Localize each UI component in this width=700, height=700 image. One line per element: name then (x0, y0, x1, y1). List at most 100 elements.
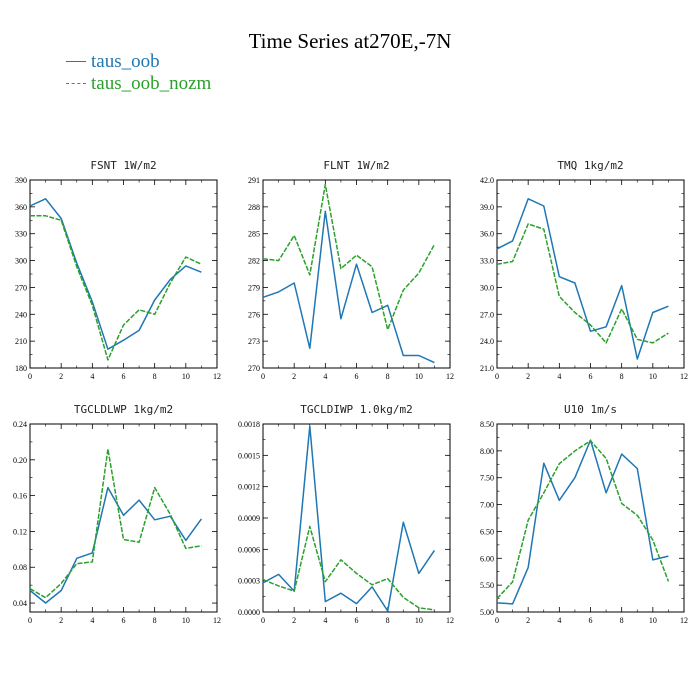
y-tick-label: 7.50 (480, 474, 494, 483)
y-tick-label: 330 (15, 230, 27, 239)
y-tick-label: 0.08 (13, 563, 27, 572)
y-tick-label: 5.00 (480, 608, 494, 617)
series-line-taus-oob-nozm (30, 215, 202, 361)
series-line-taus-oob (29, 198, 202, 350)
series-line-taus-oob (29, 486, 203, 604)
y-tick-label: 0.0003 (238, 577, 260, 586)
x-tick-label: 2 (292, 372, 296, 381)
y-tick-label: 0.24 (13, 420, 27, 429)
x-tick-label: 6 (589, 616, 593, 625)
y-tick-label: 390 (15, 176, 27, 185)
y-tick-label: 8.50 (480, 420, 494, 429)
legend-label-taus-oob: taus_oob (91, 51, 160, 72)
x-tick-label: 2 (59, 372, 63, 381)
plot-frame (29, 423, 218, 613)
y-tick-label: 282 (248, 257, 260, 266)
y-tick-label: 0.0018 (238, 420, 260, 429)
x-tick-label: 12 (446, 616, 454, 625)
x-tick-label: 12 (680, 372, 688, 381)
y-tick-label: 0.12 (13, 527, 27, 536)
series-line-taus-oob-nozm (262, 183, 436, 331)
x-tick-label: 4 (90, 372, 94, 381)
y-tick-label: 291 (248, 176, 260, 185)
x-tick-label: 12 (446, 372, 454, 381)
y-tick-label: 279 (248, 283, 260, 292)
plot-frame (496, 423, 685, 613)
chart-panel-6: U10 1m/s 0 2 4 6 8 10 12 5.00 5.50 6.00 6.50 7.00 7.5… (480, 403, 688, 625)
y-tick-label: 30.0 (480, 283, 494, 292)
x-tick-label: 6 (355, 616, 359, 625)
chart-panel-3: TMQ 1kg/m2 0 2 4 6 8 10 12 21.0 24.0 27.0 30.0 33.0 3… (480, 159, 688, 381)
y-tick-label: 288 (248, 203, 260, 212)
panel-title: FLNT 1W/m2 (323, 159, 389, 172)
x-tick-label: 2 (59, 616, 63, 625)
series-line-taus-oob (496, 198, 669, 360)
y-tick-label: 7.00 (480, 501, 494, 510)
y-tick-label: 300 (15, 257, 27, 266)
x-tick-label: 12 (680, 616, 688, 625)
y-tick-label: 210 (15, 337, 27, 346)
series-line-taus-oob (262, 425, 436, 612)
y-tick-label: 360 (15, 203, 27, 212)
x-tick-label: 12 (213, 372, 221, 381)
x-tick-label: 4 (323, 372, 327, 381)
y-tick-label: 0.0000 (238, 608, 260, 617)
panel-title: TMQ 1kg/m2 (557, 159, 623, 172)
y-tick-label: 273 (248, 337, 260, 346)
x-tick-label: 6 (122, 372, 126, 381)
y-tick-label: 24.0 (480, 337, 494, 346)
x-tick-label: 4 (557, 616, 561, 625)
plot-frame (262, 423, 451, 613)
x-tick-label: 8 (386, 372, 390, 381)
series-line-taus-oob-nozm (496, 223, 669, 344)
y-tick-label: 6.50 (480, 527, 494, 536)
x-tick-label: 2 (526, 372, 530, 381)
y-tick-label: 270 (248, 364, 260, 373)
y-tick-label: 276 (248, 310, 260, 319)
x-tick-label: 10 (415, 616, 423, 625)
chart-panel-4: TGCLDLWP 1kg/m2 0 2 4 6 8 10 12 0.04 0.08 0.12 0.16… (13, 403, 221, 625)
legend-line-taus-oob (66, 61, 86, 62)
chart-panel-2: FLNT 1W/m2 0 2 4 6 8 10 12 270 273 276 279 282 285 288… (248, 159, 454, 381)
x-tick-label: 6 (355, 372, 359, 381)
y-tick-label: 0.0015 (238, 451, 260, 460)
x-tick-label: 4 (90, 616, 94, 625)
y-tick-label: 0.0009 (238, 514, 260, 523)
y-tick-label: 36.0 (480, 230, 494, 239)
y-tick-label: 39.0 (480, 203, 494, 212)
y-tick-label: 0.0006 (238, 545, 260, 554)
y-tick-label: 0.16 (13, 492, 27, 501)
legend-line-taus-oob-nozm (66, 83, 86, 84)
series-line-taus-oob (262, 210, 435, 364)
panel-title: FSNT 1W/m2 (90, 159, 156, 172)
y-tick-label: 42.0 (480, 176, 494, 185)
x-tick-label: 0 (495, 616, 499, 625)
x-tick-label: 0 (28, 616, 32, 625)
y-tick-label: 0.0012 (238, 483, 260, 492)
x-tick-label: 10 (182, 616, 190, 625)
x-tick-label: 0 (261, 372, 265, 381)
x-tick-label: 8 (153, 616, 157, 625)
y-tick-label: 21.0 (480, 364, 494, 373)
legend-label-taus-oob-nozm: taus_oob_nozm (91, 73, 212, 94)
x-tick-label: 4 (323, 616, 327, 625)
panel-title: U10 1m/s (564, 403, 617, 416)
x-tick-label: 12 (213, 616, 221, 625)
y-tick-label: 8.00 (480, 447, 494, 456)
x-tick-label: 0 (28, 372, 32, 381)
y-tick-label: 0.20 (13, 456, 27, 465)
x-tick-label: 0 (495, 372, 499, 381)
panel-title: TGCLDIWP 1.0kg/m2 (300, 403, 413, 416)
x-tick-label: 4 (557, 372, 561, 381)
y-tick-label: 6.00 (480, 554, 494, 563)
x-tick-label: 10 (649, 616, 657, 625)
y-tick-label: 270 (15, 283, 27, 292)
y-tick-label: 33.0 (480, 257, 494, 266)
plot-frame (262, 179, 451, 369)
x-tick-label: 2 (526, 616, 530, 625)
x-tick-label: 0 (261, 616, 265, 625)
x-tick-label: 6 (589, 372, 593, 381)
panel-title: TGCLDLWP 1kg/m2 (74, 403, 173, 416)
x-tick-label: 10 (649, 372, 657, 381)
